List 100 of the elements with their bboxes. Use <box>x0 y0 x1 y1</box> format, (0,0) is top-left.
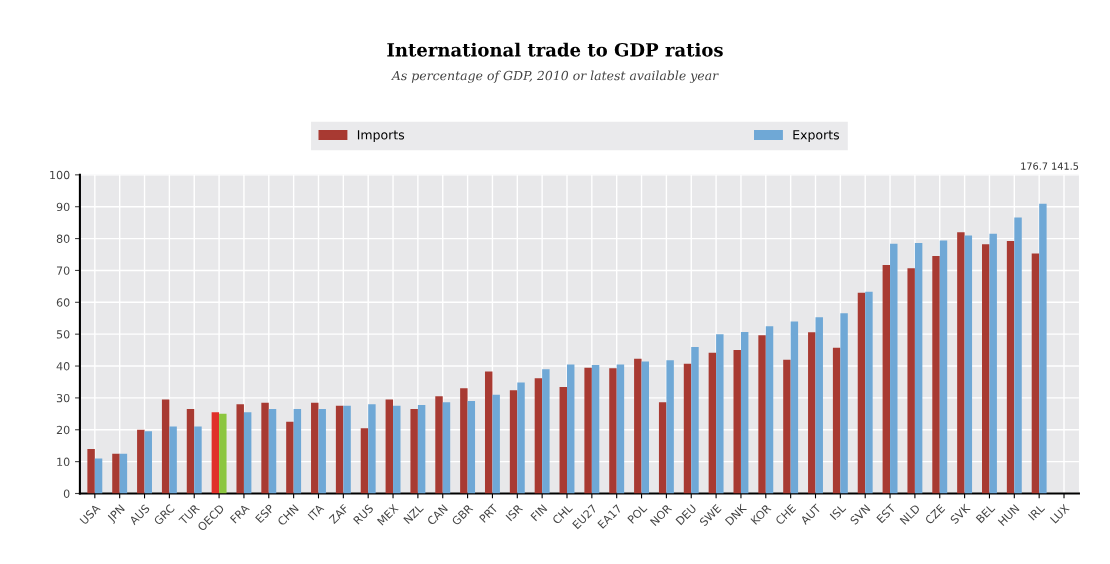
bar <box>460 388 468 494</box>
bar <box>609 368 617 494</box>
bar <box>683 363 692 494</box>
bar <box>566 364 575 494</box>
legend-label: Exports <box>793 130 840 142</box>
bar <box>442 402 451 494</box>
bar <box>733 350 741 494</box>
y-tick-label: 10 <box>57 457 70 467</box>
bar <box>591 365 600 494</box>
x-tick-label: NZL <box>403 503 424 525</box>
bar <box>87 448 95 494</box>
bar <box>243 412 252 494</box>
bar <box>832 347 841 494</box>
bar <box>119 453 128 494</box>
x-tick-label: FIN <box>530 504 548 522</box>
bar <box>417 404 426 494</box>
x-tick-label: ISL <box>829 503 847 521</box>
bar <box>691 346 699 494</box>
bar <box>584 367 592 494</box>
chart-subtitle: As percentage of GDP, 2010 or latest available year <box>390 70 719 83</box>
chart-title: International trade to GDP ratios <box>387 42 723 57</box>
bar <box>907 268 915 494</box>
bar <box>368 404 376 494</box>
bar <box>236 404 244 494</box>
y-tick-label: 60 <box>56 298 70 307</box>
bar <box>194 426 202 494</box>
bar <box>641 361 649 494</box>
bar <box>634 358 642 494</box>
bar <box>882 265 891 494</box>
bar <box>542 369 550 494</box>
bar <box>335 405 344 494</box>
bar <box>410 409 418 494</box>
bar <box>932 256 940 494</box>
bar <box>492 394 500 494</box>
bar <box>484 371 493 494</box>
bar <box>666 360 674 494</box>
bar <box>186 409 195 494</box>
bar <box>343 405 351 494</box>
bar <box>1006 241 1015 494</box>
bar <box>982 244 990 494</box>
bar <box>658 402 667 494</box>
text: 176.7 141.5 <box>1021 162 1079 170</box>
bar <box>293 409 302 494</box>
y-tick-label: 20 <box>56 425 70 435</box>
y-tick-label: 40 <box>56 362 70 371</box>
bar <box>708 352 717 494</box>
bar <box>790 321 799 494</box>
bar <box>1031 253 1040 494</box>
x-tick-label: BEL <box>975 503 996 524</box>
bar <box>393 405 401 494</box>
bar <box>740 331 749 494</box>
bar <box>360 428 369 494</box>
bar <box>559 387 567 494</box>
y-tick-label: 80 <box>56 234 70 243</box>
y-tick-label: 100 <box>50 170 70 180</box>
bar <box>1014 217 1022 494</box>
bar <box>840 313 848 494</box>
bar <box>137 429 145 494</box>
x-tick-label: USA <box>79 503 101 525</box>
x-tick-label: ITA <box>307 503 325 521</box>
bar <box>261 402 269 494</box>
bar <box>286 421 294 494</box>
y-tick-label: 30 <box>56 393 70 403</box>
bar <box>169 426 177 494</box>
bar <box>211 412 220 494</box>
bar <box>765 326 774 494</box>
x-tick-label: POL <box>627 503 648 524</box>
bar <box>1039 203 1047 494</box>
bar <box>865 291 873 494</box>
bar <box>94 458 103 494</box>
bar <box>517 382 525 494</box>
legend-label: Imports <box>357 130 405 142</box>
y-tick-label: 70 <box>56 266 70 275</box>
bar <box>716 334 724 494</box>
bar <box>385 399 394 494</box>
bar <box>534 378 543 494</box>
bar <box>161 399 170 494</box>
bar <box>964 235 973 494</box>
bar <box>914 243 923 494</box>
bar <box>783 359 791 494</box>
x-tick-label: ISR <box>505 503 524 522</box>
bar <box>435 396 443 494</box>
bar <box>268 409 277 494</box>
bar <box>957 232 965 494</box>
bar <box>808 332 816 494</box>
bar <box>857 292 866 494</box>
x-tick-label: FRA <box>229 503 250 524</box>
bar <box>939 240 948 494</box>
bar <box>318 409 326 494</box>
y-tick-label: 0 <box>63 489 70 498</box>
bar <box>219 413 227 494</box>
y-tick-label: 90 <box>56 202 70 212</box>
bar <box>758 335 766 494</box>
bar <box>509 390 518 494</box>
bar <box>989 233 997 494</box>
bar <box>311 402 319 494</box>
bar <box>112 453 120 494</box>
bar <box>815 317 823 494</box>
y-tick-label: 50 <box>56 330 70 339</box>
bar <box>467 401 476 494</box>
